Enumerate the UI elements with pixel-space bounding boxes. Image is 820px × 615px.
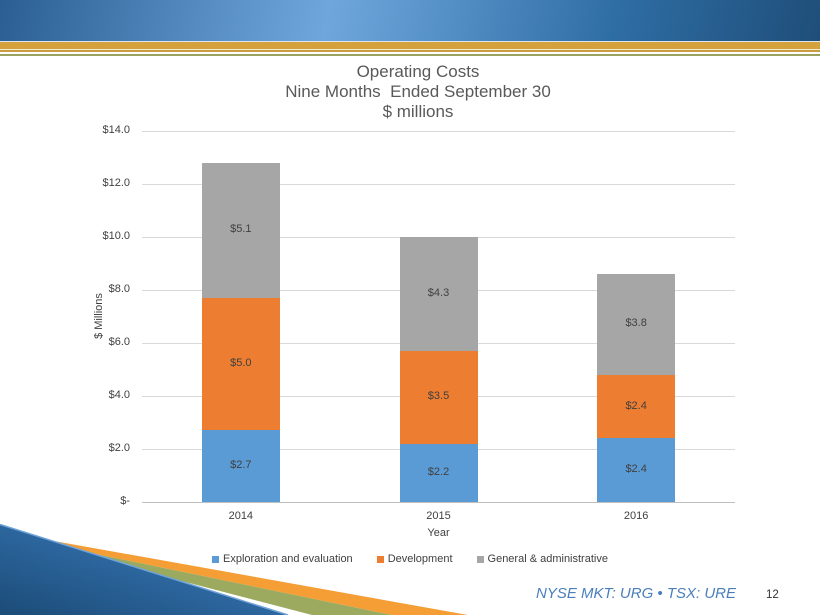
bar-segment [399,443,478,502]
bar-value-label: $2.4 [625,463,647,476]
header-band [0,0,820,41]
legend-label: General & administrative [487,553,608,565]
bar-value-label: $2.2 [427,465,450,478]
bar-value-label: $5.0 [230,357,252,370]
bar-segment [399,237,478,351]
y-tick-label: $6.0 [108,336,130,348]
bar-value-label: $3.8 [625,317,647,330]
chart-title-line3: $ millions [382,102,454,121]
header-stripe-white [0,52,820,54]
bar-segment [201,162,280,298]
gridline [142,131,735,132]
header-stripe-gold-dark [0,50,820,52]
y-tick-label: $14.0 [102,124,130,136]
y-tick-label: $2.0 [108,442,130,454]
legend-swatch-orange [376,555,384,563]
bar-segment [597,274,676,375]
legend-item-general-admin: General & administrative [476,553,608,565]
bar-segment [399,350,478,444]
chart-title-line1: Operating Costs [356,62,480,81]
page-number: 12 [766,589,779,601]
chart-legend: Exploration and evaluation Development G… [0,553,820,565]
stock-ticker-text: NYSE MKT: URG • TSX: URE [536,585,736,602]
header-stripe-cream [0,49,820,50]
x-tick-label: 2016 [623,510,649,522]
legend-label: Development [387,553,453,565]
bar-segment [597,374,676,439]
legend-item-development: Development [376,553,453,565]
header-stripe-olive [0,54,820,56]
bar-value-label: $4.3 [427,286,450,299]
x-tick-label: 2014 [228,510,254,522]
y-tick-label: $4.0 [108,389,130,401]
chart-title-line2: Nine Months Ended September 30 [285,82,551,101]
y-tick-label: $8.0 [108,283,130,295]
gridline [142,184,735,185]
y-tick-label: $12.0 [102,177,130,189]
bar-segment [597,438,676,502]
legend-swatch-blue [212,555,220,563]
header-stripe-pale [0,41,820,42]
legend-swatch-gray [476,555,484,563]
legend-item-exploration: Exploration and evaluation [212,553,353,565]
x-axis-title: Year [427,527,450,539]
bar-value-label: $3.5 [427,390,450,403]
bar-value-label: $5.1 [230,223,252,236]
bar-value-label: $2.7 [230,459,252,472]
bar-value-label: $2.4 [625,399,647,412]
legend-label: Exploration and evaluation [223,553,353,565]
x-axis-line [142,502,735,503]
y-axis-title: $ Millions [93,293,105,339]
y-tick-label: $10.0 [102,230,130,242]
bar-segment [201,297,280,431]
x-tick-label: 2015 [426,510,451,522]
y-tick-label: $- [120,495,130,507]
header-stripe-gold [0,42,820,49]
bar-segment [201,430,280,502]
chart-title: Operating Costs Nine Months Ended Septemb… [0,62,820,122]
